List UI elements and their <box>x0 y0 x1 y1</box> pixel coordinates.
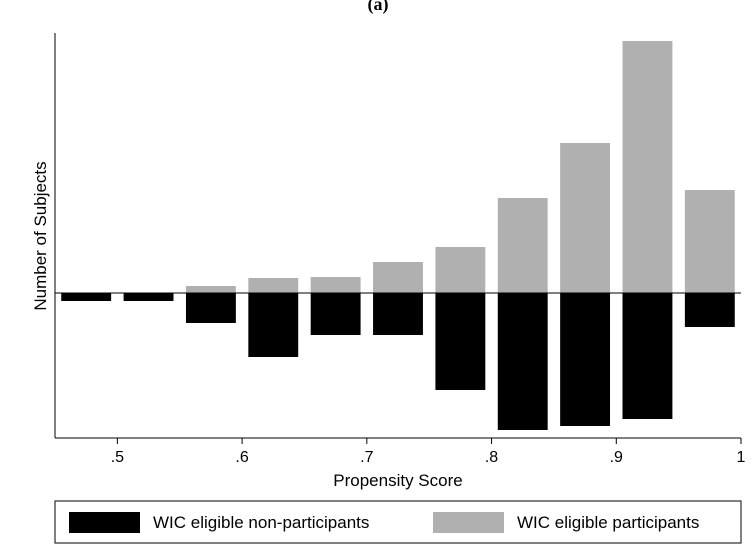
bars-layer <box>61 41 735 430</box>
x-tick-label: 1 <box>737 449 746 466</box>
bar-participants-3 <box>248 278 299 293</box>
x-tick-label: .8 <box>485 449 498 466</box>
legend-label-non-participants: WIC eligible non-participants <box>153 513 369 532</box>
bar-non-participants-7 <box>497 293 548 430</box>
bar-non-participants-0 <box>61 293 112 301</box>
legend-swatch-participants <box>433 512 504 533</box>
bar-participants-4 <box>310 277 361 293</box>
bar-participants-9 <box>622 41 673 293</box>
legend-label-participants: WIC eligible participants <box>517 513 699 532</box>
bar-participants-8 <box>560 143 611 293</box>
bar-non-participants-10 <box>684 293 735 327</box>
bar-participants-6 <box>435 247 486 293</box>
bar-non-participants-6 <box>435 293 486 390</box>
bar-non-participants-5 <box>373 293 423 335</box>
bar-non-participants-4 <box>310 293 361 335</box>
x-tick-label: .6 <box>235 449 248 466</box>
bar-participants-5 <box>373 262 423 293</box>
bar-participants-10 <box>684 190 735 293</box>
legend: WIC eligible non-participants WIC eligib… <box>54 500 742 544</box>
panel-label: (a) <box>368 0 389 15</box>
x-axis-title: Propensity Score <box>333 471 462 490</box>
legend-frame <box>54 500 742 544</box>
legend-swatch-non-participants <box>69 512 140 533</box>
x-tick-label: .9 <box>610 449 623 466</box>
bar-non-participants-1 <box>123 293 174 301</box>
bar-participants-2 <box>185 286 236 293</box>
y-axis-title: Number of Subjects <box>31 161 50 310</box>
x-axis-ticks: .5 .6 .7 .8 .9 1 <box>111 438 746 466</box>
bar-non-participants-2 <box>185 293 236 323</box>
bar-non-participants-8 <box>560 293 611 426</box>
x-tick-label: .7 <box>360 449 373 466</box>
bar-non-participants-9 <box>622 293 673 419</box>
x-tick-label: .5 <box>111 449 124 466</box>
bar-non-participants-3 <box>248 293 299 357</box>
bar-participants-7 <box>497 198 548 293</box>
